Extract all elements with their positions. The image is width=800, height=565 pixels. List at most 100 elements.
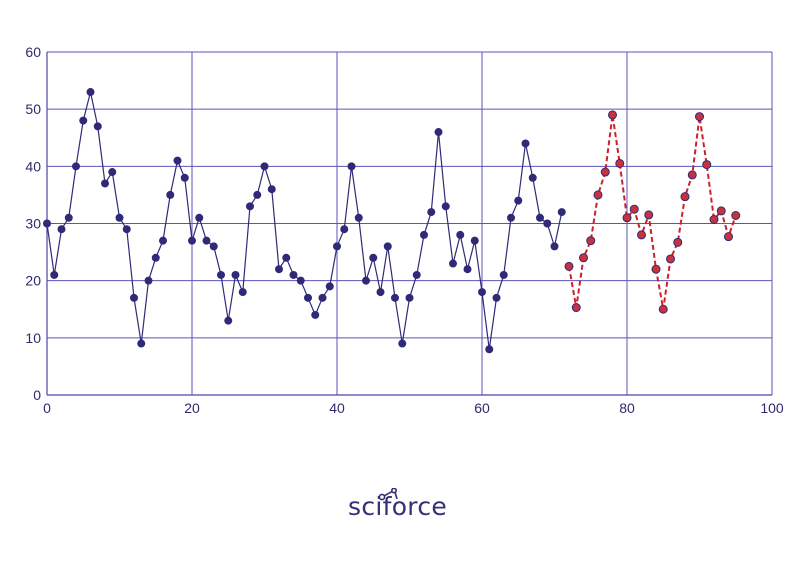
y-tick-label: 20 [25, 273, 41, 289]
actual-point [260, 162, 269, 171]
tick-labels: 0 10 20 30 40 50 60 0 20 40 60 80 100 [25, 44, 783, 416]
actual-point [180, 173, 189, 182]
actual-point [340, 225, 349, 234]
actual-point [231, 270, 240, 279]
logo-text: sciforce [348, 492, 448, 521]
actual-point [238, 288, 247, 297]
y-tick-label: 40 [25, 158, 41, 174]
actual-point [528, 173, 537, 182]
actual-point [398, 339, 407, 348]
actual-point [470, 236, 479, 245]
actual-point [50, 270, 59, 279]
y-tick-label: 60 [25, 44, 41, 60]
actual-point [507, 213, 515, 222]
forecast-point [666, 254, 675, 264]
actual-point [224, 316, 233, 325]
actual-point [369, 253, 378, 262]
x-tick-label: 20 [184, 400, 200, 416]
x-tick-label: 80 [619, 400, 635, 416]
forecast-point [687, 170, 697, 180]
y-tick-label: 10 [25, 330, 41, 346]
actual-point [492, 293, 501, 302]
actual-point [521, 139, 530, 148]
actual-point [441, 202, 450, 211]
actual-point [499, 270, 508, 279]
actual-point [514, 196, 523, 205]
actual-point [383, 242, 392, 251]
forecast-point [673, 237, 683, 247]
forecast-point [695, 112, 704, 122]
forecast-point [629, 204, 639, 214]
actual-point [267, 185, 276, 194]
actual-point [463, 265, 472, 274]
actual-point [550, 242, 559, 251]
x-tick-label: 40 [329, 400, 345, 416]
actual-point [333, 242, 341, 251]
forecast-point [680, 192, 690, 202]
actual-point [536, 213, 544, 222]
actual-point [362, 276, 370, 285]
actual-series-line [46, 91, 563, 350]
actual-point [456, 230, 465, 239]
forecast-point [600, 167, 610, 177]
forecast-point [702, 160, 712, 170]
forecast-point [637, 230, 646, 240]
actual-point [557, 208, 566, 217]
actual-point [354, 213, 363, 222]
forecast-point [731, 210, 741, 220]
actual-point [137, 339, 146, 348]
forecast-point [593, 190, 603, 200]
actual-point [188, 236, 196, 245]
actual-point [405, 293, 414, 302]
actual-point [485, 345, 494, 354]
actual-point [72, 162, 80, 171]
actual-point [304, 293, 312, 302]
x-tick-label: 100 [760, 400, 784, 416]
actual-point [289, 270, 298, 279]
actual-point [144, 276, 153, 285]
actual-point [376, 288, 385, 297]
actual-point [296, 276, 305, 285]
forecast-point [709, 214, 719, 224]
actual-point [427, 208, 436, 217]
actual-point [449, 259, 457, 268]
actual-point [130, 293, 138, 302]
forecast-point [622, 213, 632, 223]
actual-point [253, 190, 262, 199]
actual-point [391, 293, 399, 302]
forecast-point [608, 110, 617, 120]
actual-point [412, 270, 421, 279]
actual-point [101, 179, 109, 188]
actual-point [195, 213, 204, 222]
actual-point [159, 236, 167, 245]
actual-point [478, 288, 486, 297]
y-tick-label: 0 [33, 387, 41, 403]
actual-point [64, 213, 73, 222]
sciforce-logo: sciforce [348, 488, 458, 524]
forecast-point [651, 264, 661, 274]
actual-point [151, 253, 160, 262]
actual-point [434, 128, 443, 137]
forecast-point [579, 253, 588, 263]
forecast-point [564, 261, 574, 271]
actual-point [122, 225, 131, 234]
network-node-icon [378, 488, 398, 501]
forecast-point [586, 236, 596, 246]
actual-point [57, 225, 66, 234]
x-tick-label: 0 [43, 400, 51, 416]
actual-point [209, 242, 218, 251]
actual-point [246, 202, 254, 211]
forecast-point [571, 303, 581, 313]
actual-point [115, 213, 124, 222]
forecast-point [615, 158, 625, 168]
actual-point [43, 219, 51, 228]
actual-point [93, 122, 102, 131]
actual-point [325, 282, 334, 291]
forecast-point [716, 206, 726, 216]
actual-point [311, 310, 320, 319]
actual-point [282, 253, 291, 262]
forecast-point [644, 210, 654, 220]
y-tick-label: 50 [25, 101, 41, 117]
actual-point [173, 156, 182, 165]
